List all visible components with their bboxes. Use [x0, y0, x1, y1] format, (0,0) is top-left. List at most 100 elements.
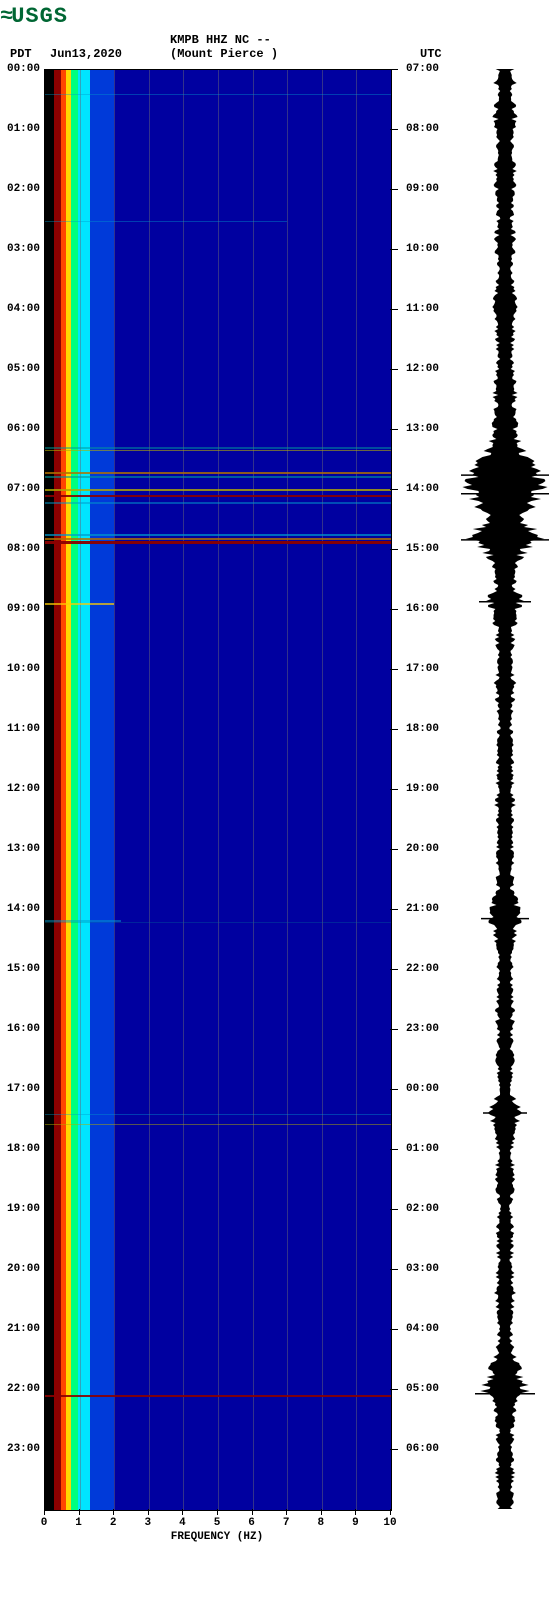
right-tick: 10:00 [406, 243, 439, 255]
freq-gridline [183, 70, 184, 1510]
x-tick: 5 [214, 1517, 221, 1529]
right-tickmark [390, 969, 398, 970]
left-tick: 23:00 [7, 1443, 40, 1455]
left-tick: 11:00 [7, 723, 40, 735]
plot-area: 00:0001:0002:0003:0004:0005:0006:0007:00… [0, 69, 552, 1559]
seismic-event [45, 1124, 391, 1125]
x-tick: 0 [41, 1517, 48, 1529]
logo-wave-icon: ≈ [0, 4, 11, 29]
right-tickmark [390, 1329, 398, 1330]
seismic-event [45, 534, 391, 536]
left-tick: 12:00 [7, 783, 40, 795]
right-tick: 14:00 [406, 483, 439, 495]
x-tick: 9 [352, 1517, 359, 1529]
right-tickmark [390, 1209, 398, 1210]
left-tick: 16:00 [7, 1023, 40, 1035]
seismic-event [45, 1395, 391, 1397]
right-tick: 00:00 [406, 1083, 439, 1095]
seismic-event [45, 538, 391, 540]
left-tick: 02:00 [7, 183, 40, 195]
right-tickmark [390, 309, 398, 310]
right-tick: 17:00 [406, 663, 439, 675]
freq-gridline [80, 70, 81, 1510]
right-tickmark [390, 849, 398, 850]
low-freq-band [90, 70, 114, 1510]
freq-gridline [322, 70, 323, 1510]
x-tickmark [113, 1509, 114, 1515]
right-tickmark [390, 1089, 398, 1090]
seismic-event [45, 472, 391, 474]
x-tick: 1 [75, 1517, 82, 1529]
x-tick: 6 [248, 1517, 255, 1529]
x-tickmark [217, 1509, 218, 1515]
right-tick: 11:00 [406, 303, 439, 315]
seismic-event [45, 502, 391, 504]
right-tick: 06:00 [406, 1443, 439, 1455]
left-timezone-label: PDT [10, 47, 32, 61]
x-axis-label: FREQUENCY (HZ) [171, 1531, 263, 1543]
seismic-event [45, 922, 391, 923]
seismic-event [45, 450, 391, 451]
right-tickmark [390, 369, 398, 370]
date-label: Jun13,2020 [50, 47, 122, 61]
seismic-event [45, 489, 391, 491]
right-tickmark [390, 429, 398, 430]
right-tick: 18:00 [406, 723, 439, 735]
right-tickmark [390, 69, 398, 70]
waveform-panel [460, 69, 550, 1509]
x-tick: 3 [144, 1517, 151, 1529]
spectrogram-panel [44, 69, 392, 1511]
x-tickmark [252, 1509, 253, 1515]
freq-gridline [253, 70, 254, 1510]
right-tick: 05:00 [406, 1383, 439, 1395]
frequency-axis: FREQUENCY (HZ) 012345678910 [44, 1509, 390, 1549]
right-tick: 20:00 [406, 843, 439, 855]
left-tick: 07:00 [7, 483, 40, 495]
x-tick: 4 [179, 1517, 186, 1529]
logo-text: USGS [11, 4, 68, 29]
right-tickmark [390, 489, 398, 490]
right-tick: 02:00 [406, 1203, 439, 1215]
left-tick: 00:00 [7, 63, 40, 75]
x-tickmark [182, 1509, 183, 1515]
usgs-logo: ≈ USGS [0, 0, 552, 29]
right-tick: 16:00 [406, 603, 439, 615]
left-tick: 20:00 [7, 1263, 40, 1275]
freq-gridline [356, 70, 357, 1510]
left-tick: 18:00 [7, 1143, 40, 1155]
left-time-axis: 00:0001:0002:0003:0004:0005:0006:0007:00… [0, 69, 44, 1509]
left-tick: 21:00 [7, 1323, 40, 1335]
left-tick: 22:00 [7, 1383, 40, 1395]
seismic-event [45, 1114, 391, 1115]
low-freq-band [71, 70, 78, 1510]
right-tickmark [390, 549, 398, 550]
right-tick: 01:00 [406, 1143, 439, 1155]
plot-header: PDT Jun13,2020 KMPB HHZ NC -- (Mount Pie… [0, 29, 552, 69]
seismic-event [45, 476, 391, 478]
right-tick: 03:00 [406, 1263, 439, 1275]
right-tick: 08:00 [406, 123, 439, 135]
x-tickmark [321, 1509, 322, 1515]
left-tick: 09:00 [7, 603, 40, 615]
right-tickmark [390, 1389, 398, 1390]
seismic-event [45, 221, 287, 222]
left-tick: 01:00 [7, 123, 40, 135]
left-tick: 06:00 [7, 423, 40, 435]
right-tickmark [390, 669, 398, 670]
left-tick: 15:00 [7, 963, 40, 975]
station-desc: (Mount Pierce ) [170, 47, 278, 61]
right-tick: 15:00 [406, 543, 439, 555]
x-tickmark [79, 1509, 80, 1515]
seismic-event [45, 447, 391, 449]
left-tick: 14:00 [7, 903, 40, 915]
seismic-event [45, 541, 391, 544]
right-tick: 09:00 [406, 183, 439, 195]
left-tick: 08:00 [7, 543, 40, 555]
left-tick: 05:00 [7, 363, 40, 375]
seismic-event [45, 94, 391, 95]
x-tick: 7 [283, 1517, 290, 1529]
left-tick: 10:00 [7, 663, 40, 675]
right-tickmark [390, 1449, 398, 1450]
right-tick: 07:00 [406, 63, 439, 75]
right-timezone-label: UTC [420, 47, 442, 61]
